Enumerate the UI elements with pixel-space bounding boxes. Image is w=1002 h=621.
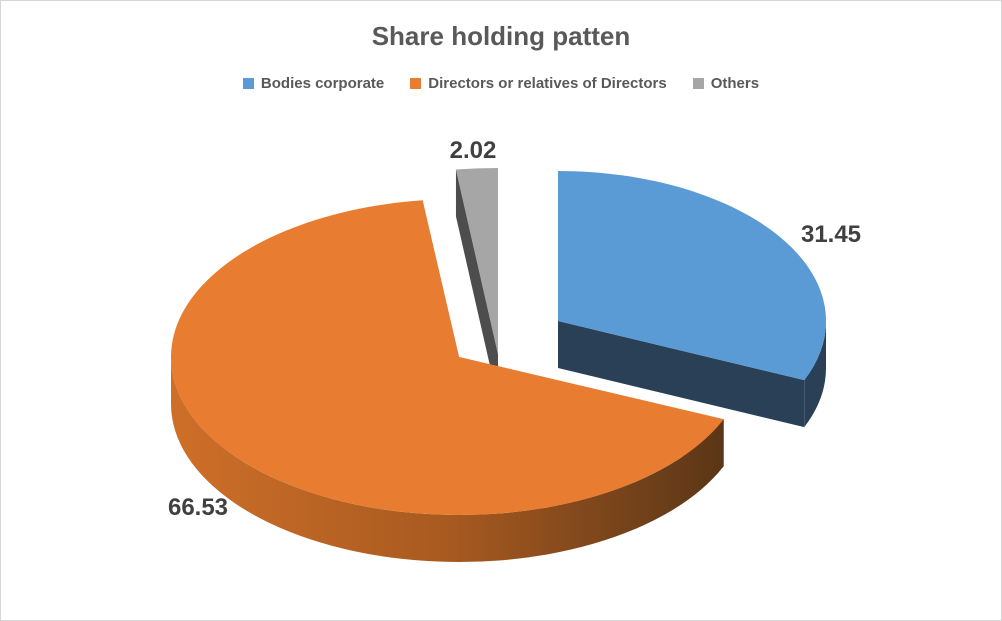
legend-swatch-others-icon	[692, 78, 704, 89]
data-label-bodies-corporate: 31.45	[801, 221, 861, 248]
others-slice-top[interactable]	[455, 168, 498, 354]
bodies-corporate-slice-top[interactable]	[558, 171, 826, 381]
directors-or-relatives-slice-rim	[171, 357, 724, 563]
directors-or-relatives-slice-top[interactable]	[171, 200, 724, 516]
legend-item-directors-or-relatives[interactable]: Directors or relatives of Directors	[410, 75, 667, 92]
chart-title: Share holding patten	[371, 21, 631, 51]
others-slice-side-start	[455, 169, 498, 401]
legend-label-others: Others	[710, 75, 760, 92]
data-label-others: 2.02	[450, 137, 497, 164]
bodies-corporate-slice-side-end	[558, 321, 805, 428]
legend-label-bodies-corporate: Bodies corporate	[260, 75, 385, 92]
legend-label-directors-or-relatives: Directors or relatives of Directors	[428, 75, 667, 92]
legend-item-bodies-corporate[interactable]: Bodies corporate	[242, 75, 385, 92]
legend-swatch-bodies-corporate-icon	[242, 78, 254, 89]
bodies-corporate-slice-rim	[804, 321, 826, 428]
data-label-directors-or-relatives: 66.53	[168, 494, 228, 521]
legend-swatch-directors-or-relatives-icon	[410, 78, 422, 89]
legend: Bodies corporate Directors or relatives …	[1, 75, 1001, 92]
legend-item-others[interactable]: Others	[692, 75, 760, 92]
